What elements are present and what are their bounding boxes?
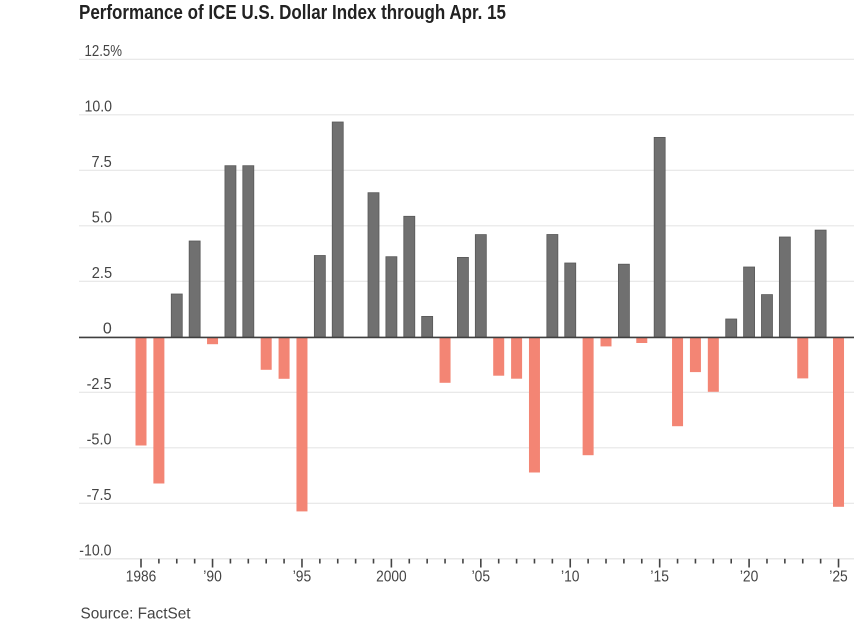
svg-text:’05: ’05 — [472, 568, 491, 585]
svg-text:1986: 1986 — [126, 568, 157, 585]
svg-text:-7.5: -7.5 — [87, 487, 112, 504]
svg-text:-2.5: -2.5 — [87, 376, 112, 393]
svg-text:-10.0: -10.0 — [79, 542, 111, 559]
svg-text:Source: FactSet: Source: FactSet — [81, 605, 192, 622]
svg-text:2000: 2000 — [376, 568, 407, 585]
svg-text:’25: ’25 — [829, 568, 848, 585]
svg-text:’10: ’10 — [561, 568, 580, 585]
svg-text:’90: ’90 — [203, 568, 222, 585]
svg-text:7.5: 7.5 — [92, 154, 112, 171]
svg-text:’20: ’20 — [740, 568, 759, 585]
svg-text:-5.0: -5.0 — [87, 431, 112, 448]
svg-text:Performance of ICE U.S. Dollar: Performance of ICE U.S. Dollar Index thr… — [79, 1, 506, 24]
svg-text:’15: ’15 — [650, 568, 669, 585]
svg-text:12.5%: 12.5% — [85, 43, 123, 60]
svg-text:5.0: 5.0 — [92, 209, 112, 226]
svg-text:0: 0 — [103, 320, 112, 337]
svg-text:2.5: 2.5 — [92, 265, 112, 282]
svg-text:10.0: 10.0 — [85, 98, 113, 115]
svg-text:’95: ’95 — [293, 568, 312, 585]
